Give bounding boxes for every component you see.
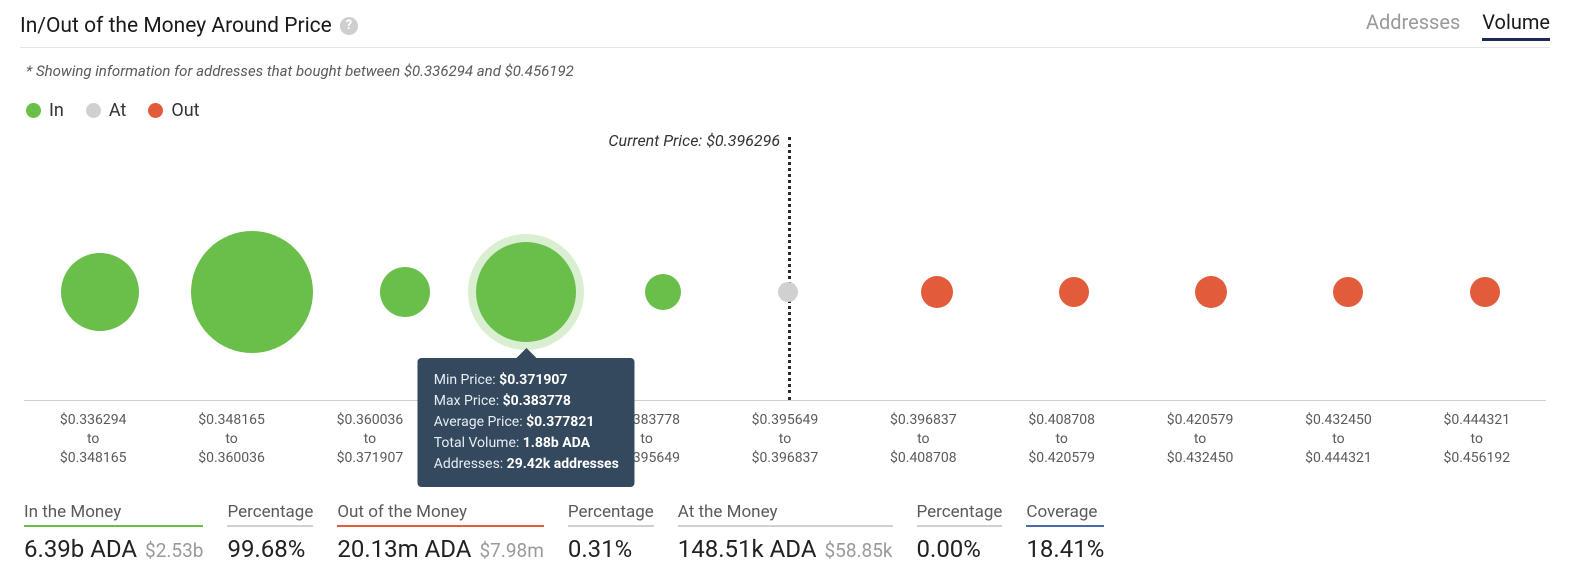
metric-in-pct: Percentage 99.68% [227,502,313,563]
x-tick: $0.395649to$0.396837 [716,411,854,468]
x-tick: $0.408708to$0.420579 [993,411,1131,468]
tab-volume[interactable]: Volume [1482,10,1550,41]
metric-out-sub: $7.98m [479,539,543,562]
metric-in-pct-value: 99.68% [227,535,305,563]
bubble-out[interactable] [1059,277,1089,307]
bubble-in[interactable] [476,242,576,342]
tooltip-row: Max Price: $0.383778 [434,391,619,412]
x-tick: $0.444321to$0.456192 [1408,411,1546,468]
x-tick: $0.420579to$0.432450 [1131,411,1269,468]
tooltip-row: Min Price: $0.371907 [434,370,619,391]
metric-in-sub: $2.53b [145,539,203,562]
page-title: In/Out of the Money Around Price ? [20,14,358,38]
x-tick: $0.396837to$0.408708 [854,411,992,468]
metric-at: At the Money 148.51k ADA $58.85k [678,502,893,563]
bubble-in[interactable] [191,231,313,353]
metric-coverage: Coverage 18.41% [1026,502,1104,563]
bubble-in[interactable] [380,267,430,317]
metric-out: Out of the Money 20.13m ADA $7.98m [337,502,544,563]
tooltip-row: Total Volume: 1.88b ADA [434,433,619,454]
metric-out-pct: Percentage 0.31% [568,502,654,563]
metric-in-label: In the Money [24,502,203,527]
bubble-out[interactable] [1470,277,1500,307]
legend-item-at: At [86,100,126,121]
x-tick: $0.348165to$0.360036 [162,411,300,468]
x-tick: $0.432450to$0.444321 [1269,411,1407,468]
bubble-at[interactable] [778,282,798,302]
bubble-out[interactable] [1333,277,1363,307]
tooltip-row: Average Price: $0.377821 [434,412,619,433]
filter-subtext: * Showing information for addresses that… [26,62,1550,80]
metric-at-pct-value: 0.00% [917,535,981,563]
metric-at-value: 148.51k ADA [678,535,817,563]
page-title-text: In/Out of the Money Around Price [20,14,332,38]
legend-label-at: At [109,100,126,121]
metric-at-sub: $58.85k [824,539,892,562]
legend-item-out: Out [148,100,199,121]
tooltip-row: Addresses: 29.42k addresses [434,454,619,475]
tabs: Addresses Volume [1366,10,1550,41]
metric-at-pct-label: Percentage [917,502,1003,527]
tab-addresses[interactable]: Addresses [1366,10,1460,41]
metric-in-pct-label: Percentage [227,502,313,527]
bubble-chart: Current Price: $0.396296 Min Price: $0.37… [24,131,1546,401]
header: In/Out of the Money Around Price ? Addre… [20,10,1550,48]
legend-item-in: In [26,100,64,121]
legend-dot-out [148,103,163,118]
legend-label-out: Out [171,100,199,121]
legend-label-in: In [49,100,64,121]
metric-out-pct-value: 0.31% [568,535,632,563]
current-price-line [788,137,791,400]
metric-in: In the Money 6.39b ADA $2.53b [24,502,203,563]
metric-at-label: At the Money [678,502,893,527]
x-tick: $0.336294to$0.348165 [24,411,162,468]
metric-out-label: Out of the Money [337,502,544,527]
bubble-out[interactable] [921,276,953,308]
metric-out-pct-label: Percentage [568,502,654,527]
current-price-label: Current Price: $0.396296 [608,131,788,150]
metric-coverage-label: Coverage [1026,502,1104,527]
metric-out-value: 20.13m ADA [337,535,471,563]
legend-dot-in [26,103,41,118]
legend-dot-at [86,103,101,118]
chart-tooltip: Min Price: $0.371907Max Price: $0.383778… [418,358,635,487]
legend: In At Out [26,100,1550,121]
metric-at-pct: Percentage 0.00% [917,502,1003,563]
bubble-in[interactable] [61,253,139,331]
bubble-in[interactable] [645,274,681,310]
bubble-out[interactable] [1195,276,1227,308]
summary-row: In the Money 6.39b ADA $2.53b Percentage… [24,502,1546,563]
metric-coverage-value: 18.41% [1026,535,1104,563]
metric-in-value: 6.39b ADA [24,535,137,563]
help-icon[interactable]: ? [340,17,358,35]
x-axis: $0.336294to$0.348165$0.348165to$0.360036… [24,411,1546,468]
